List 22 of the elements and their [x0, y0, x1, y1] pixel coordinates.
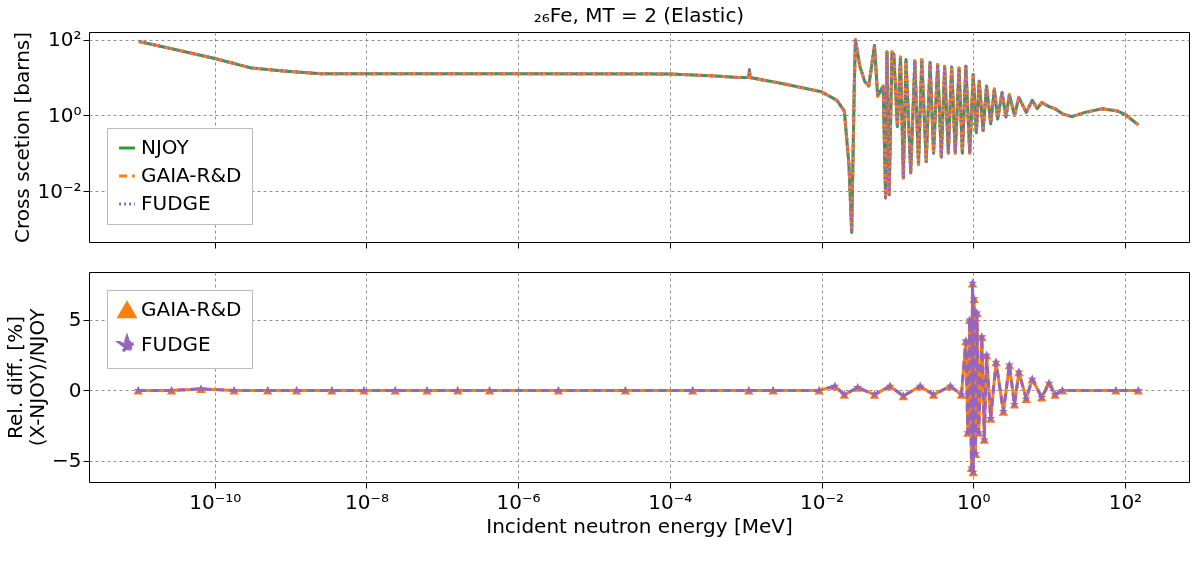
legend-label: NJOY [141, 135, 190, 159]
y-axis-title: Rel. diff. [%] (X-NJOY)/NJOY [3, 307, 50, 447]
y-tick-label: 10⁰ [48, 102, 82, 127]
legend-label: FUDGE [141, 332, 211, 356]
y-tick-label: −5 [52, 448, 82, 473]
chart-title: ₂₆Fe, MT = 2 (Elastic) [533, 2, 745, 27]
x-tick-label: 10⁻⁶ [496, 489, 541, 514]
x-tick-label: 10² [1108, 489, 1143, 514]
y-axis-title: Cross scetion [barns] [10, 31, 35, 244]
x-tick-label: 10⁻² [799, 489, 845, 514]
y-tick-label: 10² [48, 27, 82, 52]
x-axis-title: Incident neutron energy [MeV] [486, 513, 793, 538]
x-tick-label: 10⁻¹⁰ [189, 489, 242, 514]
y-tick-label: 0 [68, 377, 82, 402]
legend-label: GAIA-R&D [141, 163, 242, 187]
y-tick-label: 5 [68, 307, 82, 332]
x-tick-label: 10⁻⁴ [648, 489, 693, 514]
legend-label: FUDGE [141, 191, 211, 215]
y-tick-label: 10⁻² [37, 178, 82, 203]
legend-label: GAIA-R&D [141, 297, 242, 321]
x-tick-label: 10⁻⁸ [344, 489, 389, 514]
x-tick-label: 10⁰ [956, 489, 991, 514]
